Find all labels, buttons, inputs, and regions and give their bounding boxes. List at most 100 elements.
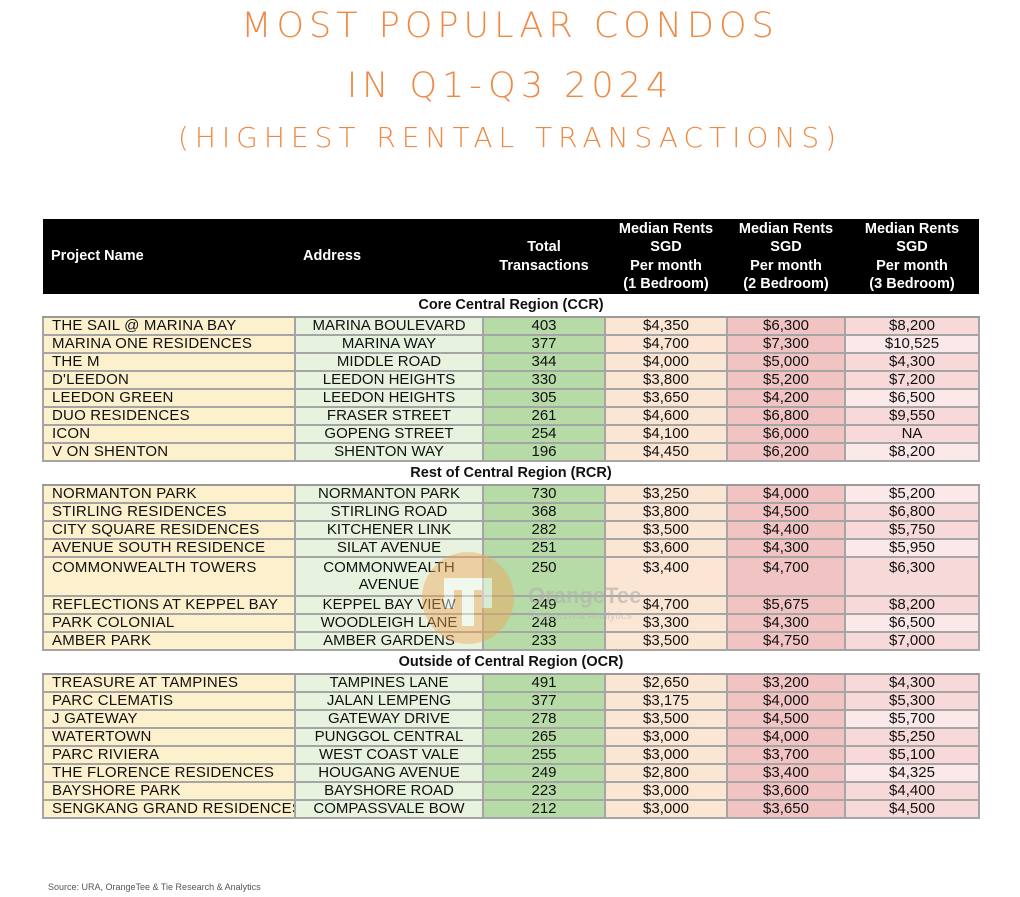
header-1br-line: Median Rents bbox=[618, 220, 714, 237]
cell-address: TAMPINES LANE bbox=[294, 673, 484, 693]
cell-address: KEPPEL BAY VIEW bbox=[294, 595, 484, 615]
cell-median-1br: $3,250 bbox=[604, 484, 728, 504]
cell-address: JALAN LEMPENG bbox=[294, 691, 484, 711]
cell-project-name: CITY SQUARE RESIDENCES bbox=[42, 520, 296, 540]
condo-rental-table: Project Name Address Total Transactions … bbox=[42, 219, 980, 819]
cell-median-1br: $2,800 bbox=[604, 763, 728, 783]
cell-median-3br: $4,300 bbox=[844, 352, 980, 372]
cell-total-transactions: 249 bbox=[482, 763, 606, 783]
cell-median-2br: $7,300 bbox=[726, 334, 846, 354]
cell-median-1br: $3,650 bbox=[604, 388, 728, 408]
cell-median-3br: $8,200 bbox=[844, 595, 980, 615]
cell-total-transactions: 730 bbox=[482, 484, 606, 504]
cell-total-transactions: 491 bbox=[482, 673, 606, 693]
table-header-row: Project Name Address Total Transactions … bbox=[43, 219, 979, 294]
table-row: DUO RESIDENCES FRASER STREET 261 $4,600 $6,8… bbox=[42, 406, 980, 426]
cell-project-name: BAYSHORE PARK bbox=[42, 781, 296, 801]
cell-median-2br: $3,650 bbox=[726, 799, 846, 819]
cell-address: BAYSHORE ROAD bbox=[294, 781, 484, 801]
cell-median-3br: NA bbox=[844, 424, 980, 444]
cell-project-name: ICON bbox=[42, 424, 296, 444]
cell-address: COMPASSVALE BOW bbox=[294, 799, 484, 819]
header-3br-line: Per month bbox=[876, 257, 948, 274]
cell-address: MARINA WAY bbox=[294, 334, 484, 354]
header-1br-line: SGD bbox=[650, 239, 682, 255]
cell-median-3br: $7,200 bbox=[844, 370, 980, 390]
cell-median-2br: $4,400 bbox=[726, 520, 846, 540]
header-median-2br: Median Rents SGD Per month (2 Bedroom) bbox=[727, 219, 845, 294]
cell-median-1br: $4,700 bbox=[604, 595, 728, 615]
cell-total-transactions: 249 bbox=[482, 595, 606, 615]
cell-median-1br: $3,300 bbox=[604, 613, 728, 633]
cell-median-3br: $5,200 bbox=[844, 484, 980, 504]
table-row: ICON GOPENG STREET 254 $4,100 $6,000 NA bbox=[42, 424, 980, 444]
header-3br-line: (3 Bedroom) bbox=[869, 276, 955, 292]
cell-median-2br: $6,300 bbox=[726, 316, 846, 336]
header-median-3br: Median Rents SGD Per month (3 Bedroom) bbox=[845, 219, 979, 294]
cell-median-1br: $4,000 bbox=[604, 352, 728, 372]
cell-project-name: THE FLORENCE RESIDENCES bbox=[42, 763, 296, 783]
cell-address: KITCHENER LINK bbox=[294, 520, 484, 540]
cell-median-1br: $3,500 bbox=[604, 631, 728, 651]
section-label: Outside of Central Region (OCR) bbox=[43, 650, 979, 675]
cell-median-2br: $4,000 bbox=[726, 727, 846, 747]
cell-address: WEST COAST VALE bbox=[294, 745, 484, 765]
cell-median-1br: $3,000 bbox=[604, 727, 728, 747]
cell-median-3br: $8,200 bbox=[844, 316, 980, 336]
header-total-transactions: Total Transactions bbox=[483, 219, 605, 294]
cell-median-1br: $3,600 bbox=[604, 538, 728, 558]
cell-address: LEEDON HEIGHTS bbox=[294, 370, 484, 390]
cell-total-transactions: 305 bbox=[482, 388, 606, 408]
cell-total-transactions: 344 bbox=[482, 352, 606, 372]
cell-median-1br: $3,400 bbox=[604, 556, 728, 597]
cell-median-3br: $5,250 bbox=[844, 727, 980, 747]
cell-median-3br: $4,500 bbox=[844, 799, 980, 819]
table-row: MARINA ONE RESIDENCES MARINA WAY 377 $4,700… bbox=[42, 334, 980, 354]
cell-median-1br: $3,800 bbox=[604, 370, 728, 390]
title-subtitle: (HIGHEST RENTAL TRANSACTIONS) bbox=[177, 121, 843, 154]
section-header-row: Core Central Region (CCR) bbox=[43, 294, 979, 318]
cell-median-3br: $7,000 bbox=[844, 631, 980, 651]
cell-total-transactions: 261 bbox=[482, 406, 606, 426]
table-body: Core Central Region (CCR) THE SAIL @ MARI… bbox=[42, 294, 980, 819]
table-row: REFLECTIONS AT KEPPEL BAY KEPPEL BAY VIEW… bbox=[42, 595, 980, 615]
title-line-2: IN Q1-Q3 2024 bbox=[346, 66, 674, 106]
cell-project-name: SENGKANG GRAND RESIDENCES bbox=[42, 799, 296, 819]
cell-total-transactions: 278 bbox=[482, 709, 606, 729]
table-row: THE M MIDDLE ROAD 344 $4,000 $5,000 $4,300 bbox=[42, 352, 980, 372]
cell-median-2br: $4,000 bbox=[726, 484, 846, 504]
cell-project-name: AMBER PARK bbox=[42, 631, 296, 651]
cell-median-1br: $3,000 bbox=[604, 781, 728, 801]
cell-project-name: THE SAIL @ MARINA BAY bbox=[42, 316, 296, 336]
header-2br-line: (2 Bedroom) bbox=[743, 276, 829, 292]
table-row: PARC RIVIERA WEST COAST VALE 255 $3,000 $3,7… bbox=[42, 745, 980, 765]
section-header-row: Outside of Central Region (OCR) bbox=[43, 650, 979, 675]
cell-median-3br: $5,300 bbox=[844, 691, 980, 711]
watermark-subtext: Research & Analytics bbox=[528, 610, 632, 622]
title-line-1: MOST POPULAR CONDOS bbox=[241, 6, 779, 46]
cell-project-name: LEEDON GREEN bbox=[42, 388, 296, 408]
cell-median-2br: $3,700 bbox=[726, 745, 846, 765]
cell-project-name: V ON SHENTON bbox=[42, 442, 296, 462]
cell-median-3br: $6,800 bbox=[844, 502, 980, 522]
table-row: THE SAIL @ MARINA BAY MARINA BOULEVARD 403… bbox=[42, 316, 980, 336]
cell-median-3br: $6,500 bbox=[844, 613, 980, 633]
cell-project-name: REFLECTIONS AT KEPPEL BAY bbox=[42, 595, 296, 615]
cell-median-3br: $5,950 bbox=[844, 538, 980, 558]
cell-median-1br: $4,700 bbox=[604, 334, 728, 354]
table-row: BAYSHORE PARK BAYSHORE ROAD 223 $3,000 $3,60… bbox=[42, 781, 980, 801]
cell-total-transactions: 254 bbox=[482, 424, 606, 444]
cell-project-name: STIRLING RESIDENCES bbox=[42, 502, 296, 522]
cell-median-2br: $4,300 bbox=[726, 613, 846, 633]
cell-project-name: AVENUE SOUTH RESIDENCE bbox=[42, 538, 296, 558]
table-row: PARC CLEMATIS JALAN LEMPENG 377 $3,175 $4,00… bbox=[42, 691, 980, 711]
header-project-name: Project Name bbox=[43, 219, 295, 294]
cell-median-2br: $5,200 bbox=[726, 370, 846, 390]
header-median-1br: Median Rents SGD Per month (1 Bedroom) bbox=[605, 219, 727, 294]
section-label: Core Central Region (CCR) bbox=[43, 294, 979, 318]
cell-median-1br: $3,000 bbox=[604, 745, 728, 765]
cell-total-transactions: 368 bbox=[482, 502, 606, 522]
cell-project-name: DUO RESIDENCES bbox=[42, 406, 296, 426]
cell-project-name: PARK COLONIAL bbox=[42, 613, 296, 633]
header-2br-line: SGD bbox=[770, 239, 802, 255]
